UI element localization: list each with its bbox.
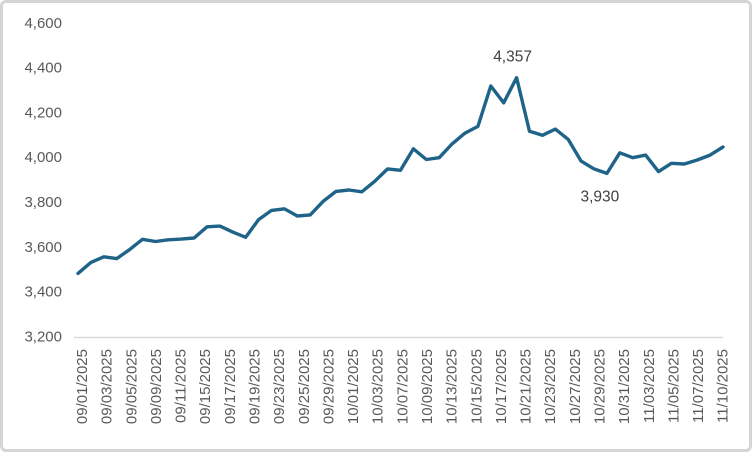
x-axis-tick-label: 10/21/2025 [518, 349, 535, 424]
x-axis-tick-label: 09/19/2025 [246, 349, 263, 424]
x-axis-tick-label: 10/29/2025 [591, 349, 608, 424]
x-axis-tick-label: 10/15/2025 [468, 349, 485, 424]
series-line [76, 75, 725, 276]
x-axis-tick-label: 10/17/2025 [493, 349, 510, 424]
y-axis-tick-label: 4,600 [24, 15, 62, 32]
x-axis-tick-label: 10/23/2025 [542, 349, 559, 424]
x-axis-tick-label: 09/25/2025 [296, 349, 313, 424]
y-axis-tick-label: 4,000 [24, 149, 62, 166]
y-axis-tick-label: 3,200 [24, 329, 62, 346]
y-axis-tick-label: 3,600 [24, 239, 62, 256]
x-axis-tick-label: 09/05/2025 [123, 349, 140, 424]
x-axis-tick-label: 10/09/2025 [419, 349, 436, 424]
x-axis-tick-label: 09/09/2025 [148, 349, 165, 424]
x-axis-tick-label: 09/01/2025 [74, 349, 91, 424]
x-axis-tick-label: 11/03/2025 [641, 349, 658, 423]
x-axis-tick-label: 10/13/2025 [444, 349, 461, 424]
x-axis-tick-label: 11/05/2025 [665, 349, 682, 423]
x-axis-tick-label: 11/07/2025 [690, 349, 707, 423]
x-axis-tick-label: 09/29/2025 [320, 349, 337, 424]
x-axis-tick-label: 10/01/2025 [345, 349, 362, 424]
x-axis-tick-label: 10/31/2025 [616, 349, 633, 424]
max-point-label: 4,357 [493, 49, 532, 66]
x-axis-tick-label: 09/17/2025 [222, 349, 239, 424]
line-chart: 3,200 3,400 3,600 3,800 4,000 4,200 4,400 4,600… [24, 15, 732, 424]
x-axis-tick-label: 09/11/2025 [173, 349, 190, 423]
min-point-label: 3,930 [581, 188, 620, 205]
x-axis-tick-label: 09/23/2025 [271, 349, 288, 424]
y-axis-tick-label: 4,400 [24, 60, 62, 77]
y-axis-tick-label: 4,200 [24, 104, 62, 121]
x-axis-tick-label: 10/27/2025 [567, 349, 584, 424]
x-axis-tick-label: 10/03/2025 [370, 349, 387, 424]
x-axis-tick-label: 10/07/2025 [394, 349, 411, 424]
x-axis-tick-label: 09/15/2025 [197, 349, 214, 424]
x-axis-tick-label: 11/10/2025 [715, 349, 732, 423]
x-axis-tick-label: 09/03/2025 [99, 349, 116, 424]
y-axis-tick-label: 3,800 [24, 194, 62, 211]
y-axis-tick-label: 3,400 [24, 284, 62, 301]
